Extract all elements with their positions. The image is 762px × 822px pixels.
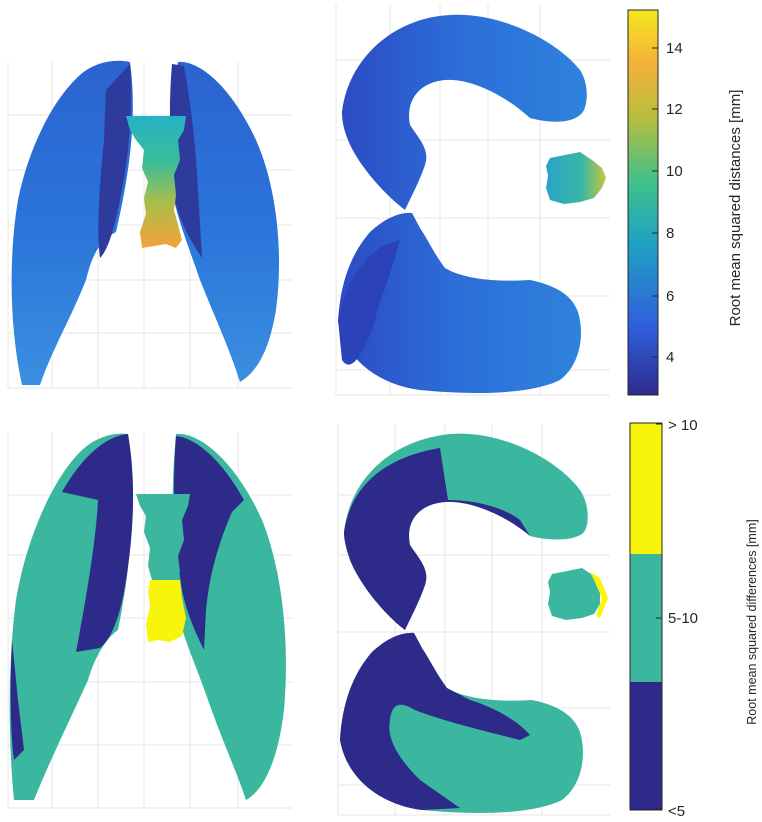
lung-right-dark-edge-bl [10, 640, 24, 760]
colorbar-tick-10: 10 [666, 163, 683, 180]
colorbar-category-high [630, 423, 662, 554]
airway-tl [126, 116, 186, 248]
colorbar-tick-5-10: 5-10 [668, 610, 698, 627]
panel-bottom-right [337, 425, 610, 816]
airway-yellow-bl [146, 580, 186, 642]
colorbar-tick-lt5: <5 [668, 803, 685, 820]
lung-upper-dark-br [344, 448, 530, 630]
colorbar-continuous-label: Root mean squared distances [mm] [727, 90, 744, 327]
panel-top-left [7, 60, 292, 389]
lung-lower-tr [338, 212, 581, 393]
colorbar-categorical-frame [629, 422, 663, 811]
lung-left-inner-tl [169, 64, 202, 258]
airway-yellow-br [590, 572, 608, 618]
lung-right-tl [11, 60, 133, 386]
lung-lower-inner-tr [338, 240, 400, 365]
colorbar-tick-8: 8 [666, 225, 674, 242]
airway-tr [546, 152, 606, 204]
colorbar-continuous: 14 12 10 8 6 4 Root mean squared distanc… [627, 9, 744, 396]
airway-teal-br [548, 568, 600, 620]
colorbar-tick-6: 6 [666, 288, 674, 305]
colorbar-categorical: > 10 5-10 <5 Root mean squared differenc… [629, 417, 759, 820]
lung-right-dark-bl [62, 434, 134, 652]
colorbar-categorical-ticks [656, 423, 662, 810]
colorbar-continuous-ticks [652, 47, 658, 358]
colorbar-tick-4: 4 [666, 349, 674, 366]
panel-top-right [335, 5, 610, 396]
colorbar-continuous-bar [627, 9, 659, 396]
colorbar-tick-12: 12 [666, 101, 683, 118]
airway-teal-bl [136, 494, 190, 580]
colorbar-tick-14: 14 [666, 40, 683, 57]
panel-bottom-left [7, 432, 292, 809]
colorbar-categorical-label: Root mean squared differences [mm] [745, 519, 759, 724]
colorbar-category-low [630, 682, 662, 810]
lung-left-tl [170, 61, 280, 382]
lung-lower-dark-br [340, 632, 530, 810]
lung-left-dark-bl [174, 436, 244, 650]
lung-right-inner-tl [98, 64, 132, 258]
lung-upper-tr [342, 14, 587, 211]
colorbar-tick-gt10: > 10 [668, 417, 698, 434]
